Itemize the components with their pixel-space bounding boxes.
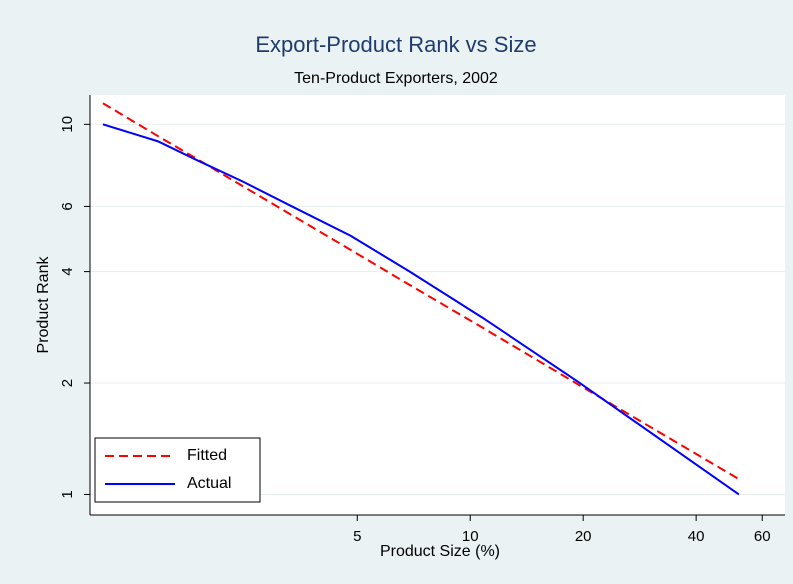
chart-title: Export-Product Rank vs Size xyxy=(255,32,536,57)
x-tick-label: 5 xyxy=(353,528,361,545)
x-tick-label: 10 xyxy=(462,528,479,545)
x-tick-label: 60 xyxy=(754,528,771,545)
legend-label: Actual xyxy=(187,475,231,492)
line-series xyxy=(102,102,740,480)
chart-subtitle: Ten-Product Exporters, 2002 xyxy=(294,70,498,87)
legend-label: Fitted xyxy=(187,447,227,464)
y-tick-label: 2 xyxy=(59,379,76,387)
x-tick-label: 40 xyxy=(688,528,705,545)
y-axis-label: Product Rank xyxy=(35,256,52,354)
legend-box xyxy=(94,437,261,503)
y-tick-label: 6 xyxy=(59,202,76,210)
y-tick-label: 4 xyxy=(59,267,76,275)
x-tick-label: 20 xyxy=(575,528,592,545)
y-tick-label: 1 xyxy=(59,490,76,498)
line-series xyxy=(102,123,740,496)
y-tick-label: 10 xyxy=(59,116,76,133)
x-axis-label: Product Size (%) xyxy=(380,543,500,560)
